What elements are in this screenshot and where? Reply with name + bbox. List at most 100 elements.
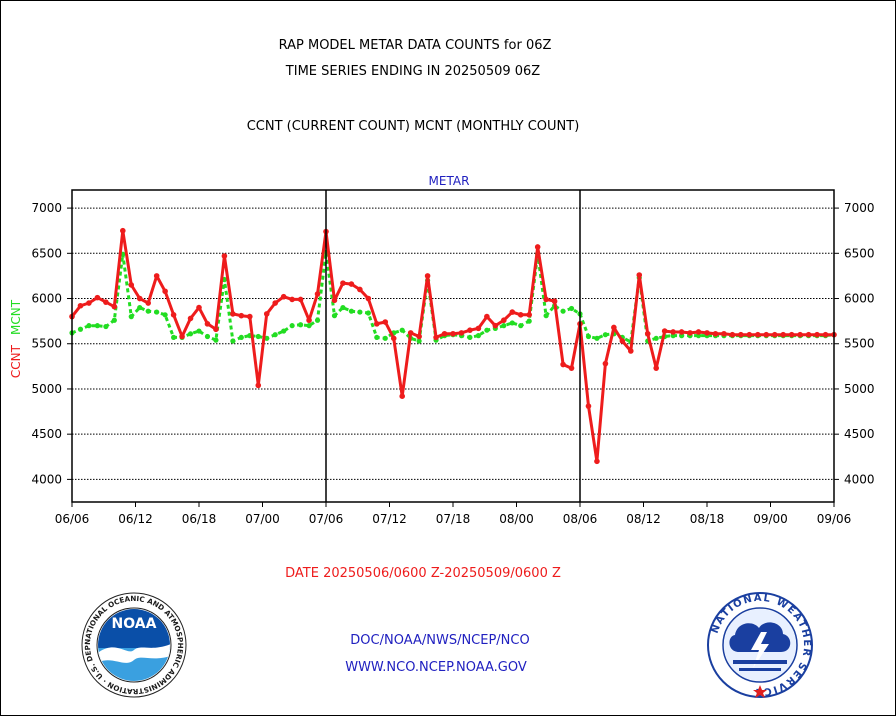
nws-star-icon [753,685,767,698]
y-axis-right: 4000 4500 5000 5500 6000 6500 7000 [834,201,875,486]
data-point-ccnt [780,331,786,338]
x-tick-label: 08/18 [690,512,725,526]
data-point-ccnt [450,330,456,337]
y-tick-label-left: 4000 [31,472,62,486]
data-point-ccnt [628,348,634,354]
data-point-ccnt [162,288,168,295]
data-point-ccnt [585,403,592,409]
x-tick-label: 08/00 [499,512,534,526]
data-point-ccnt [551,298,558,305]
data-point-ccnt [771,331,778,338]
data-point-mcnt [467,334,473,341]
data-point-mcnt [399,327,405,333]
y-tick-label-right: 4500 [844,427,875,441]
data-point-ccnt [145,300,151,306]
data-point-ccnt [484,313,490,320]
data-point-ccnt [365,295,372,302]
data-point-mcnt [416,338,422,344]
data-point-mcnt [204,333,211,340]
x-tick-label: 09/00 [753,512,788,526]
x-tick-label: 07/18 [436,512,471,526]
data-point-ccnt [179,333,185,340]
data-point-mcnt [213,337,219,343]
data-point-mcnt [484,327,490,333]
data-point-mcnt [357,309,363,315]
data-point-ccnt [814,331,820,338]
data-point-mcnt [255,333,261,340]
data-point-ccnt [382,319,389,325]
data-point-ccnt [509,309,516,315]
x-tick-label: 08/12 [626,512,661,526]
data-point-mcnt [289,323,295,329]
data-point-ccnt [602,360,609,367]
data-point-mcnt [594,335,600,341]
data-point-mcnt [154,309,160,315]
data-point-mcnt [348,308,354,314]
data-point-mcnt [230,338,236,344]
data-point-ccnt [433,334,439,341]
data-point-ccnt [399,393,406,399]
data-point-ccnt [289,296,295,303]
data-point-mcnt [340,304,346,311]
data-point-mcnt [509,320,515,326]
noaa-logo-text: NOAA [112,616,157,632]
data-point-ccnt [280,293,287,300]
ylabel-mcnt: MCNT [9,299,23,335]
data-point-ccnt [416,333,422,340]
data-point-mcnt [86,323,92,329]
data-point-mcnt [543,313,549,319]
data-point-ccnt [230,311,236,317]
data-point-mcnt [145,308,151,314]
data-point-mcnt [238,334,244,341]
y-tick-label-left: 7000 [31,201,62,215]
data-point-ccnt [407,330,414,336]
data-point-mcnt [585,333,592,340]
data-point-ccnt [560,361,566,368]
data-point-ccnt [822,331,829,338]
data-point-mcnt [162,312,168,318]
x-tick-label: 06/06 [55,512,90,526]
data-point-ccnt [272,300,279,306]
data-point-ccnt [255,382,262,389]
data-point-mcnt [518,323,524,329]
data-point-ccnt [263,311,270,317]
data-point-ccnt [136,295,143,302]
data-point-mcnt [196,328,202,334]
data-point-mcnt [306,323,312,329]
plot-border [71,189,835,503]
data-point-ccnt [204,321,211,327]
data-point-ccnt [644,330,651,337]
data-point-ccnt [568,365,575,371]
x-tick-label: 06/18 [182,512,217,526]
data-point-mcnt [602,332,609,338]
data-point-ccnt [687,330,693,336]
data-point-mcnt [568,305,575,312]
y-tick-label-right: 6500 [844,246,875,260]
data-point-ccnt [187,315,194,322]
data-point-ccnt [247,313,253,320]
website-label: WWW.NCO.NCEP.NOAA.GOV [345,660,527,675]
date-range-label: DATE 20250506/0600 Z-20250509/0600 Z [285,566,561,581]
data-point-ccnt [86,300,92,306]
y-tick-label-left: 6500 [31,246,62,260]
data-point-mcnt [526,318,532,324]
data-point-ccnt [103,299,109,305]
data-point-ccnt [153,273,160,279]
data-point-ccnt [196,304,202,311]
data-point-ccnt [213,326,219,333]
data-point-mcnt [77,326,84,332]
data-point-ccnt [94,294,101,301]
chart-canvas: 4000 4500 5000 5500 6000 6500 7000 4000 4500 500… [9,174,875,526]
data-point-ccnt [467,327,473,333]
data-point-mcnt [137,304,143,311]
data-point-ccnt [653,365,659,371]
data-point-ccnt [475,325,482,332]
data-point-mcnt [314,317,321,323]
data-point-ccnt [458,330,465,336]
data-point-ccnt [221,253,228,259]
y-tick-label-left: 5500 [31,337,62,351]
data-point-ccnt [721,330,727,337]
data-point-mcnt [560,308,566,314]
y-axis-title: CCNT MCNT [9,299,23,378]
y-tick-label-right: 5500 [844,337,875,351]
